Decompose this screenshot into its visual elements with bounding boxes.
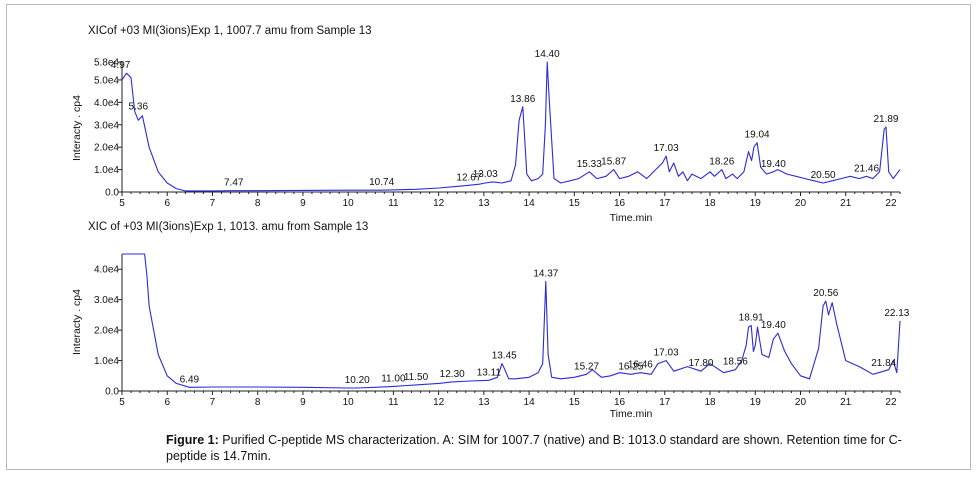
x-tick-label: 9: [300, 198, 306, 209]
peak-label: 16.46: [628, 360, 653, 371]
peak-label: 20.50: [811, 170, 836, 181]
x-tick-label: 7: [210, 198, 216, 209]
x-tick-label: 12: [433, 198, 445, 209]
peak-label: 14.40: [535, 49, 560, 60]
peak-label: 17.03: [654, 143, 679, 154]
peak-label: 15.87: [601, 157, 626, 168]
peak-label: 13.45: [492, 351, 517, 362]
y-tick-label: 0.0: [105, 188, 119, 199]
peak-label: 13.86: [510, 94, 535, 105]
peak-label: 18.56: [723, 357, 748, 368]
peak-label: 15.27: [574, 361, 599, 372]
x-tick-label: 13: [478, 198, 490, 209]
peak-label: 4.97: [111, 60, 131, 71]
y-tick-label: 1.0e4: [94, 165, 119, 176]
x-tick-label: 14: [524, 397, 536, 408]
peak-label: 21.84: [871, 358, 896, 369]
y-tick-label: 5.8e4: [94, 58, 119, 69]
figure-caption: Figure 1: Purified C-peptide MS characte…: [166, 432, 926, 464]
x-tick-label: 18: [704, 198, 716, 209]
x-tick-label: 6: [164, 198, 170, 209]
x-tick-label: 22: [885, 397, 897, 408]
y-tick-label: 4.0e4: [94, 265, 119, 276]
x-tick-label: 11: [388, 397, 399, 408]
x-tick-label: 14: [524, 198, 536, 209]
peak-label: 11.50: [404, 372, 429, 383]
peak-label: 11.00: [381, 373, 406, 384]
x-tick-label: 15: [569, 198, 581, 209]
x-tick-label: 10: [343, 397, 355, 408]
peak-label: 13.03: [473, 169, 498, 180]
x-tick-label: 21: [840, 397, 852, 408]
y-tick-label: 0.0: [105, 387, 119, 398]
peak-label: 19.40: [761, 320, 786, 331]
peak-label: 12.30: [440, 369, 465, 380]
x-tick-label: 19: [750, 198, 762, 209]
peak-label: 17.80: [688, 358, 713, 369]
panel-b: XIC of +03 MI(3ions)Exp 1, 1013. amu fro…: [71, 221, 910, 420]
x-tick-label: 8: [255, 198, 261, 209]
y-tick-label: 1.0e4: [94, 356, 119, 367]
x-tick-label: 19: [750, 397, 762, 408]
peak-label: 21.46: [854, 163, 879, 174]
caption-text: Purified C-peptide MS characterization. …: [166, 433, 902, 463]
y-tick-label: 3.0e4: [94, 120, 119, 131]
peak-label: 7.47: [224, 178, 244, 189]
y-axis-label: Interacty . cp4: [71, 289, 83, 355]
x-tick-label: 17: [659, 397, 671, 408]
peak-label: 12.67: [456, 172, 481, 183]
y-tick-label: 2.0e4: [94, 326, 119, 337]
x-tick-label: 11: [388, 198, 399, 209]
y-tick-label: 3.0e4: [94, 295, 119, 306]
x-tick-label: 5: [119, 397, 125, 408]
y-axis-label: Interacty . cp4: [71, 95, 83, 161]
peak-label: 14.37: [533, 268, 558, 279]
peak-label: 13.11: [477, 367, 502, 378]
peak-label: 17.03: [654, 348, 679, 359]
x-tick-label: 8: [255, 397, 261, 408]
x-tick-label: 17: [659, 198, 671, 209]
peak-label: 20.56: [813, 288, 838, 299]
peak-label: 22.13: [884, 308, 909, 319]
y-tick-label: 2.0e4: [94, 143, 119, 154]
caption-label: Figure 1:: [166, 433, 219, 447]
x-tick-label: 5: [119, 198, 125, 209]
x-tick-label: 16: [614, 397, 626, 408]
x-tick-label: 12: [433, 397, 445, 408]
panel-a: XICof +03 MI(3ions)Exp 1, 1007.7 amu fro…: [71, 25, 901, 224]
x-tick-label: 22: [885, 198, 897, 209]
trace-line: [121, 61, 901, 192]
peak-label: 19.04: [745, 130, 770, 141]
x-tick-label: 9: [300, 397, 306, 408]
x-tick-label: 16: [614, 198, 626, 209]
x-tick-label: 13: [478, 397, 490, 408]
peak-label: 16.25: [618, 361, 643, 372]
peak-label: 15.33: [577, 159, 602, 170]
trace-line: [122, 253, 901, 389]
peak-label: 6.49: [180, 374, 200, 385]
peak-label: 18.91: [739, 313, 764, 324]
y-tick-label: 5.0e4: [94, 75, 119, 86]
peak-label: 10.74: [369, 177, 394, 188]
peak-label: 5.36: [129, 102, 149, 113]
x-axis-label: Time.min: [610, 408, 653, 420]
peak-label: 19.40: [761, 159, 786, 170]
x-tick-label: 20: [795, 198, 807, 209]
y-tick-label: 4.0e4: [94, 98, 119, 109]
x-tick-label: 6: [164, 397, 170, 408]
panel-title: XICof +03 MI(3ions)Exp 1, 1007.7 amu fro…: [88, 25, 372, 37]
panel-title: XIC of +03 MI(3ions)Exp 1, 1013. amu fro…: [88, 221, 368, 233]
peak-label: 10.20: [345, 375, 370, 386]
x-tick-label: 18: [704, 397, 716, 408]
x-tick-label: 10: [343, 198, 355, 209]
x-axis-label: Time.min: [610, 212, 653, 224]
x-tick-label: 15: [569, 397, 581, 408]
x-tick-label: 7: [210, 397, 216, 408]
peak-label: 21.89: [873, 114, 898, 125]
x-tick-label: 21: [840, 198, 852, 209]
x-tick-label: 20: [795, 397, 807, 408]
peak-label: 18.26: [709, 157, 734, 168]
